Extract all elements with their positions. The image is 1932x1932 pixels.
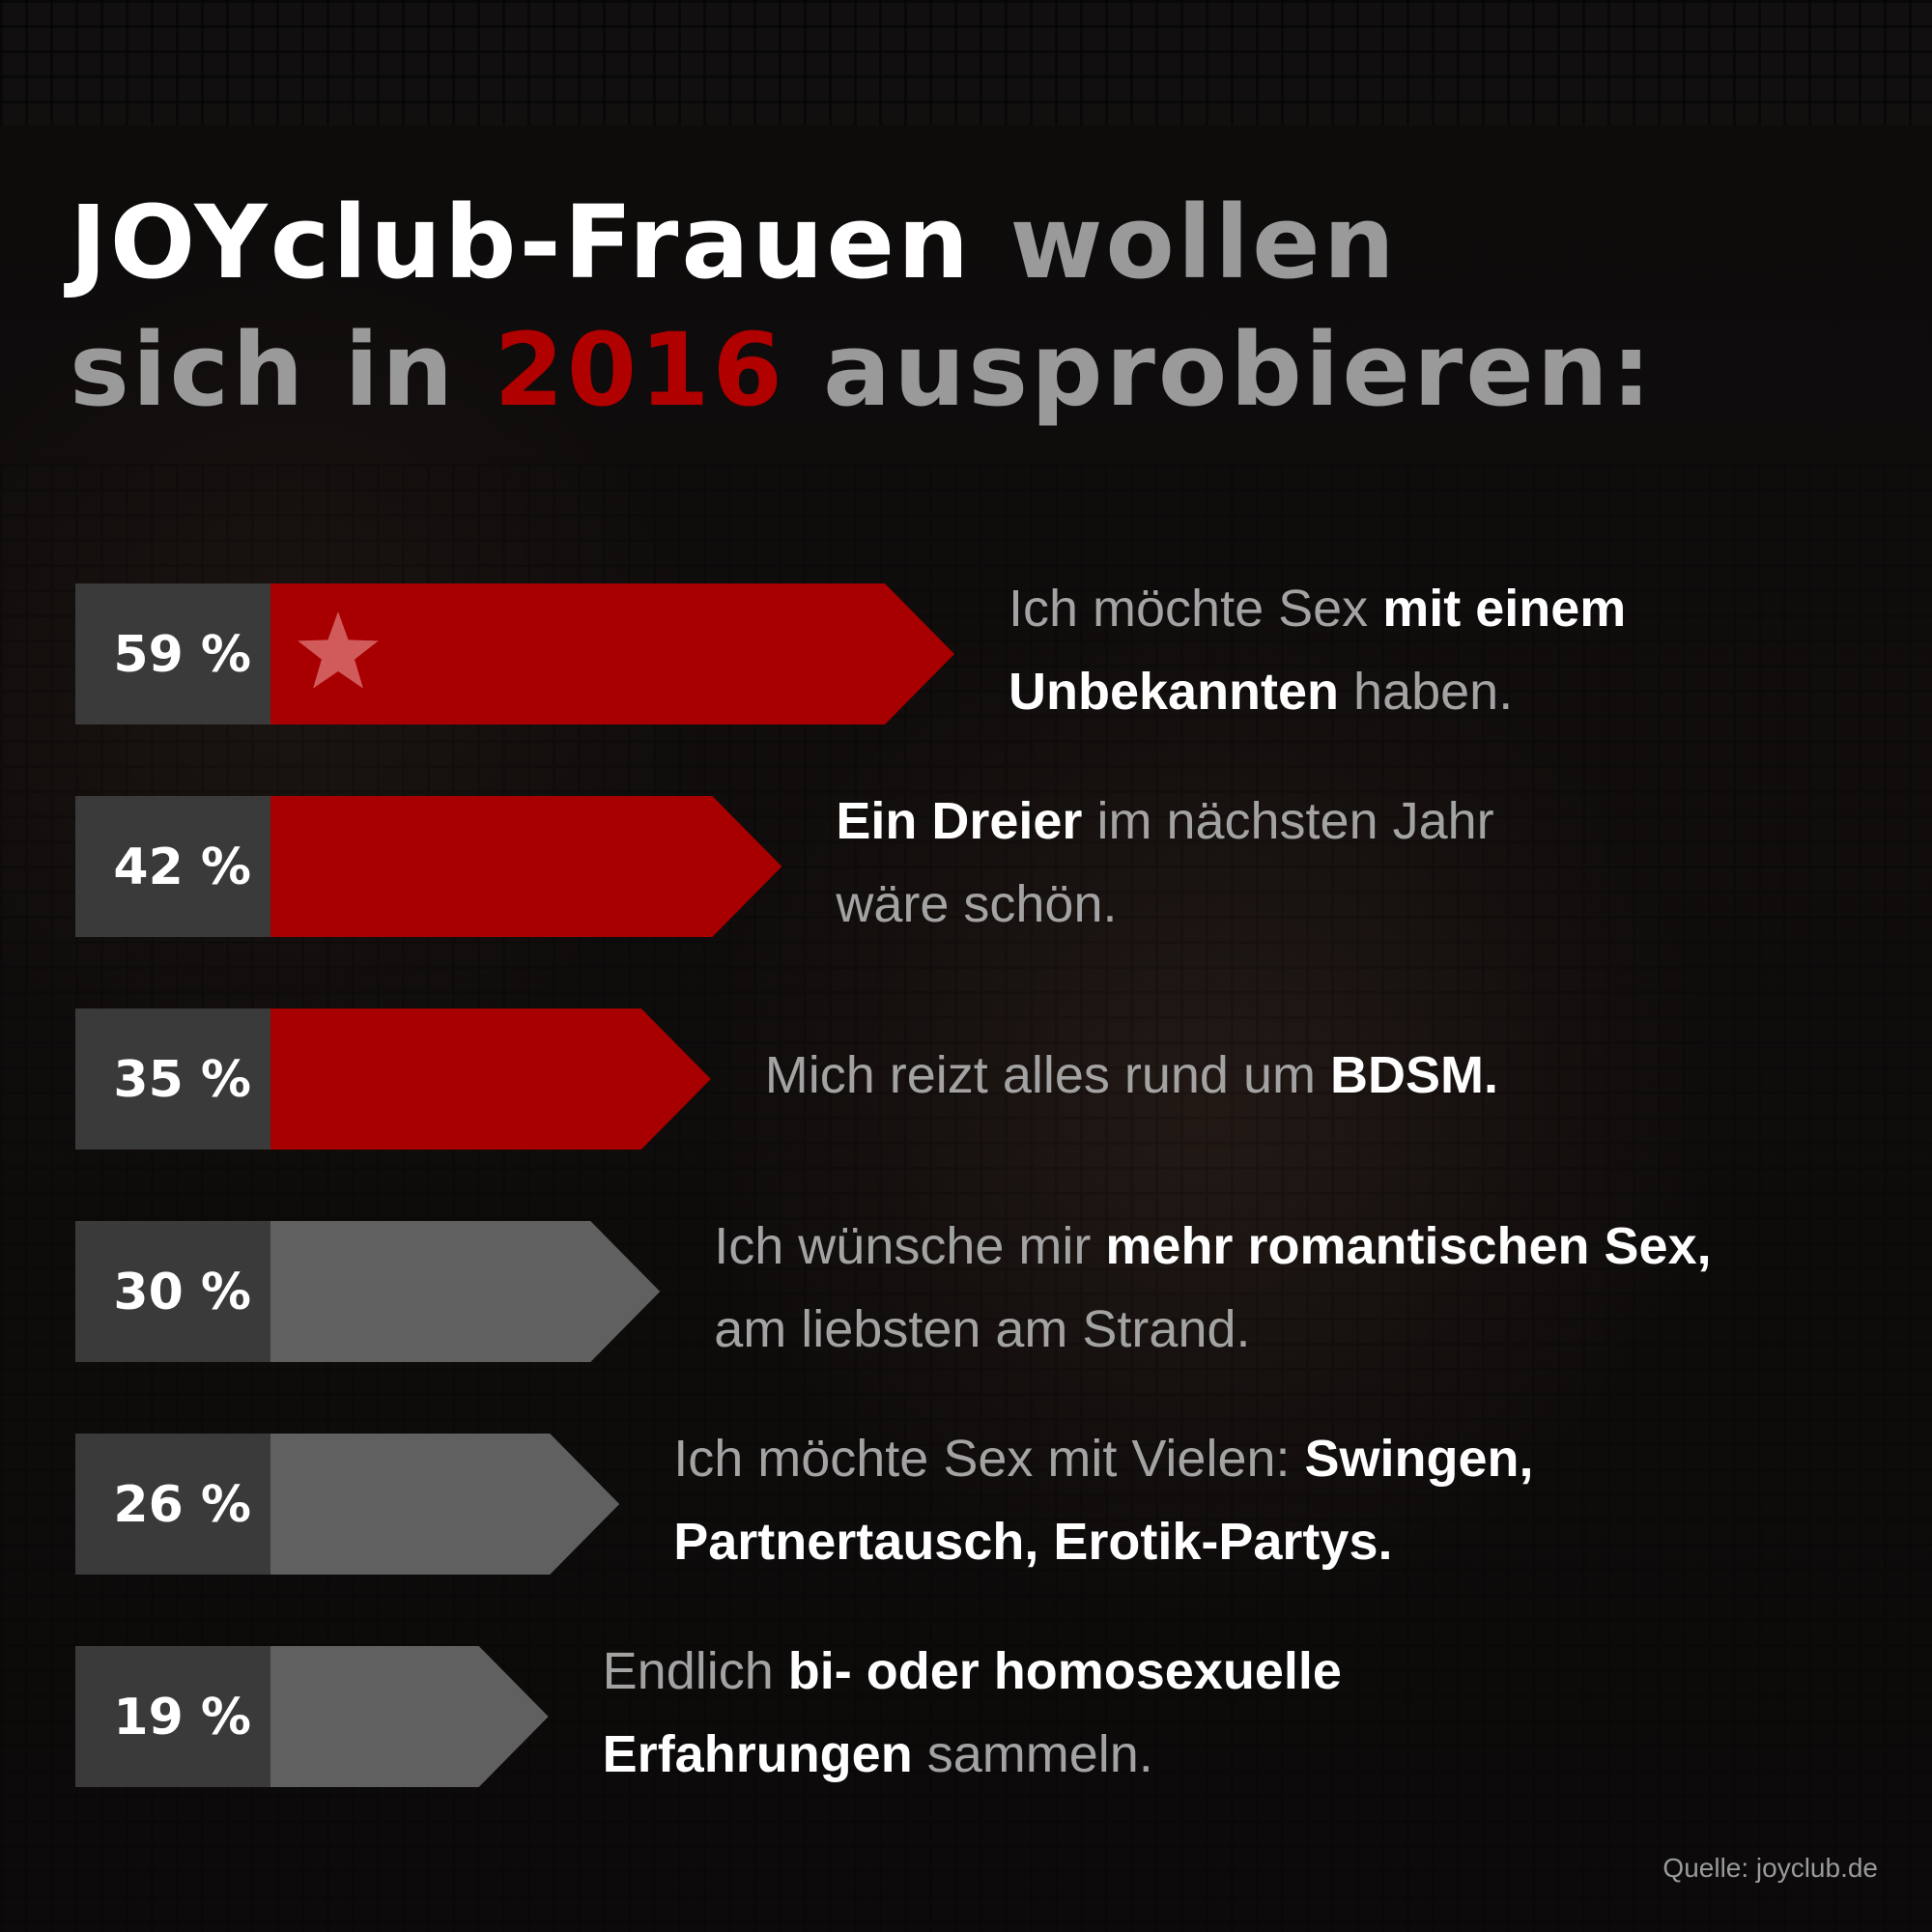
label-text: wäre schön. xyxy=(836,875,1118,933)
label-emphasis: mit einem xyxy=(1382,580,1627,638)
bar-description: Ich möchte Sex mit einem Unbekannten habe… xyxy=(1009,567,1626,733)
percent-label: 26 % xyxy=(113,1476,251,1534)
label-emphasis: Unbekannten xyxy=(1009,663,1340,721)
title-part-wollen: wollen xyxy=(1009,184,1398,301)
percent-label: 19 % xyxy=(113,1689,251,1747)
bar xyxy=(270,1221,661,1362)
title-part-ausprobieren: ausprobieren: xyxy=(823,311,1655,429)
label-text: Ich möchte Sex mit Vielen: xyxy=(673,1430,1305,1488)
label-text: haben. xyxy=(1339,663,1514,721)
label-emphasis: BDSM. xyxy=(1329,1046,1498,1104)
percent-box xyxy=(75,583,270,724)
percent-label: 30 % xyxy=(113,1264,251,1321)
percent-box xyxy=(75,1221,270,1362)
bar-description: Mich reizt alles rund um BDSM. xyxy=(765,1034,1498,1117)
star-icon xyxy=(298,611,379,689)
percent-box xyxy=(75,796,270,937)
bar-description: Endlich bi- oder homosexuelle Erfahrungen… xyxy=(603,1630,1342,1796)
label-emphasis: Partnertausch, Erotik-Partys. xyxy=(673,1513,1393,1571)
bar xyxy=(270,1434,620,1575)
title-year: 2016 xyxy=(494,311,785,429)
bar xyxy=(270,583,954,724)
percent-label: 59 % xyxy=(113,626,251,684)
bar xyxy=(270,796,782,937)
bar xyxy=(270,1646,549,1787)
percent-box xyxy=(75,1434,270,1575)
label-text: sammeln. xyxy=(912,1725,1153,1783)
percent-label: 42 % xyxy=(113,838,251,896)
background-grid-top xyxy=(0,0,1932,126)
bar-description: Ich möchte Sex mit Vielen: Swingen, Partn… xyxy=(673,1417,1533,1583)
label-text: im nächsten Jahr xyxy=(1082,792,1494,850)
label-emphasis: mehr romantischen Sex, xyxy=(1105,1217,1712,1275)
title-part-brand: JOYclub-Frauen xyxy=(70,184,973,301)
label-emphasis: Swingen, xyxy=(1304,1430,1534,1488)
bar-description: Ich wünsche mir mehr romantischen Sex, am… xyxy=(714,1205,1711,1371)
label-text: am liebsten am Strand. xyxy=(714,1300,1251,1358)
label-emphasis: bi- oder homosexuelle xyxy=(787,1642,1342,1700)
bar-description: Ein Dreier im nächsten Jahr wäre schön. xyxy=(836,780,1493,946)
source-note: Quelle: joyclub.de xyxy=(1662,1853,1878,1883)
label-emphasis: Erfahrungen xyxy=(602,1725,913,1783)
percent-label: 35 % xyxy=(113,1051,251,1109)
title-part-sich-in: sich in xyxy=(70,311,457,429)
percent-box xyxy=(75,1646,270,1787)
bar xyxy=(270,1009,711,1150)
label-emphasis: Ein Dreier xyxy=(836,792,1083,850)
page-title: JOYclub-Frauen wollen sich in 2016 auspr… xyxy=(70,179,1654,434)
label-text: Ich wünsche mir xyxy=(714,1217,1106,1275)
label-text: Ich möchte Sex xyxy=(1009,580,1383,638)
label-text: Mich reizt alles rund um xyxy=(764,1046,1330,1104)
percent-box xyxy=(75,1009,270,1150)
label-text: Endlich xyxy=(602,1642,788,1700)
